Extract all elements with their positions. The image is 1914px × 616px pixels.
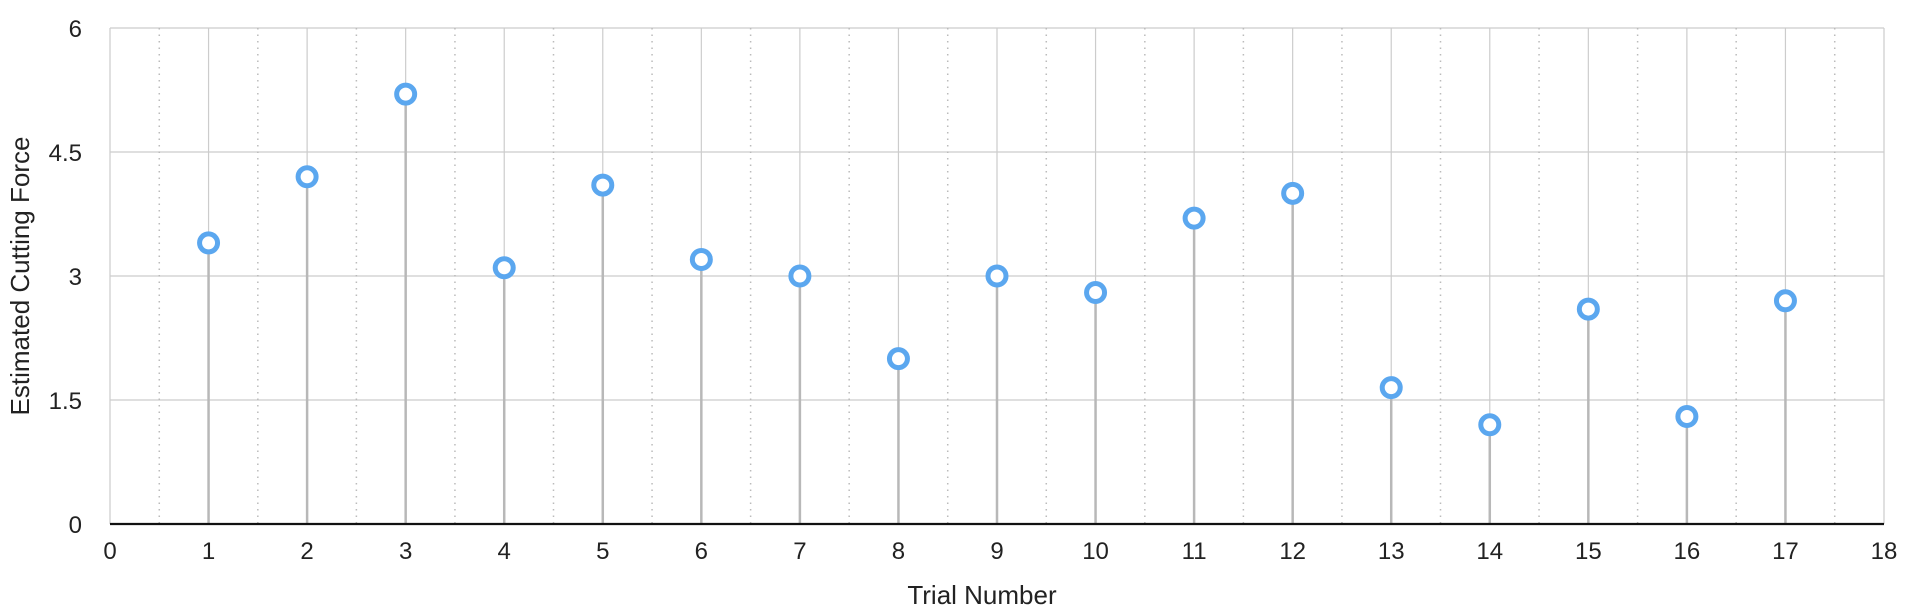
y-tick-labels: 0 1.5 3 4.5 6 (49, 16, 82, 539)
x-tick-label: 13 (1378, 538, 1405, 565)
data-point (985, 264, 1009, 288)
data-point (295, 165, 319, 189)
x-tick-label: 2 (300, 538, 313, 565)
data-point (886, 347, 910, 371)
x-tick-label: 18 (1871, 538, 1898, 565)
data-point (394, 82, 418, 106)
x-tick-label: 14 (1476, 538, 1503, 565)
y-tick-label: 4.5 (49, 140, 82, 167)
y-tick-label: 1.5 (49, 388, 82, 415)
data-points (197, 82, 1797, 437)
data-point (1182, 206, 1206, 230)
x-tick-label: 4 (498, 538, 511, 565)
data-point (1576, 297, 1600, 321)
x-tick-label: 12 (1279, 538, 1306, 565)
x-tick-label: 17 (1772, 538, 1799, 565)
drop-lines (207, 94, 1787, 524)
data-point (788, 264, 812, 288)
x-axis-title: Trial Number (907, 580, 1057, 610)
data-point (1281, 181, 1305, 205)
x-tick-label: 9 (990, 538, 1003, 565)
x-tick-label: 15 (1575, 538, 1602, 565)
data-point (689, 247, 713, 271)
data-point (1675, 405, 1699, 429)
x-tick-label: 3 (399, 538, 412, 565)
y-tick-label: 6 (69, 16, 82, 43)
x-tick-label: 0 (103, 538, 116, 565)
y-tick-label: 3 (69, 264, 82, 291)
data-point (1084, 281, 1108, 305)
x-tick-labels: 0 1 2 3 4 5 6 7 8 9 10 11 12 13 14 15 16 17 18 (103, 538, 1897, 565)
x-tick-label: 8 (892, 538, 905, 565)
x-tick-label: 16 (1674, 538, 1701, 565)
y-tick-label: 0 (69, 512, 82, 539)
data-point (1773, 289, 1797, 313)
x-tick-label: 7 (793, 538, 806, 565)
x-tick-label: 6 (695, 538, 708, 565)
x-tick-label: 5 (596, 538, 609, 565)
data-point (1379, 376, 1403, 400)
data-point (197, 231, 221, 255)
x-tick-label: 10 (1082, 538, 1109, 565)
data-point (492, 256, 516, 280)
x-tick-label: 11 (1182, 538, 1207, 565)
data-point (591, 173, 615, 197)
data-point (1478, 413, 1502, 437)
y-axis-title: Estimated Cutting Force (5, 137, 35, 416)
x-tick-label: 1 (202, 538, 215, 565)
